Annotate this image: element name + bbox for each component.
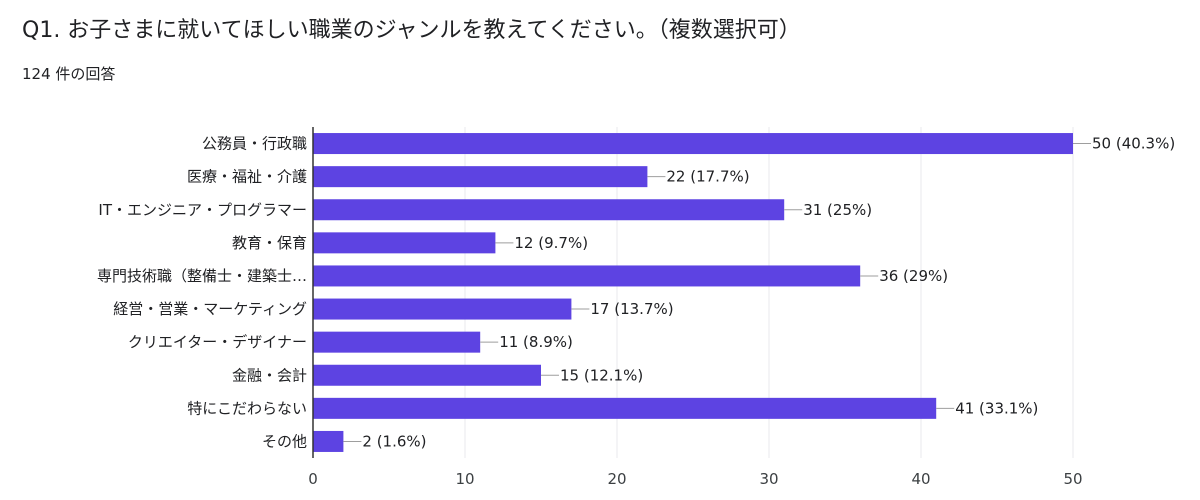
data-label: 31 (25%) [803, 201, 872, 219]
category-label: 公務員・行政職 [202, 135, 307, 153]
bar [313, 298, 572, 320]
data-label: 11 (8.9%) [499, 333, 573, 351]
x-tick-label: 20 [607, 470, 626, 488]
bar [313, 166, 648, 188]
category-label: 特にこだわらない [187, 399, 307, 417]
category-label: 金融・会計 [232, 366, 307, 384]
data-label: 17 (13.7%) [590, 300, 673, 318]
category-label: 専門技術職（整備士・建築士… [97, 267, 307, 285]
question-title: Q1. お子さまに就いてほしい職業のジャンルを教えてください。（複数選択可） [22, 18, 801, 43]
x-tick-label: 10 [455, 470, 474, 488]
category-label: 医療・福祉・介護 [187, 168, 307, 186]
category-label: 経営・営業・マーケティング [113, 300, 307, 318]
bars [313, 133, 1073, 452]
bar [313, 397, 937, 419]
bar [313, 265, 861, 287]
labels: 0 10 20 30 40 50 公務員・行政職 50 (40.3%) 医療・福祉・介護 22 (… [97, 135, 1175, 488]
bar [313, 364, 541, 386]
bar [313, 199, 785, 221]
data-label: 2 (1.6%) [362, 432, 426, 450]
data-label: 22 (17.7%) [666, 168, 749, 186]
data-label: 36 (29%) [879, 267, 948, 285]
data-label: 41 (33.1%) [955, 399, 1038, 417]
category-label: IT・エンジニア・プログラマー [98, 201, 307, 219]
data-label: 15 (12.1%) [560, 366, 643, 384]
response-count: 124 件の回答 [22, 65, 116, 83]
data-label: 12 (9.7%) [514, 234, 588, 252]
x-tick-label: 30 [759, 470, 778, 488]
bar [313, 232, 496, 254]
category-label: クリエイター・デザイナー [128, 333, 307, 351]
bar [313, 133, 1073, 155]
category-label: 教育・保育 [232, 234, 307, 252]
x-tick-label: 0 [308, 470, 318, 488]
category-label: その他 [262, 432, 307, 450]
bar [313, 430, 344, 452]
data-label: 50 (40.3%) [1092, 135, 1175, 153]
bar [313, 331, 481, 353]
x-tick-label: 50 [1063, 470, 1082, 488]
x-tick-label: 40 [911, 470, 930, 488]
